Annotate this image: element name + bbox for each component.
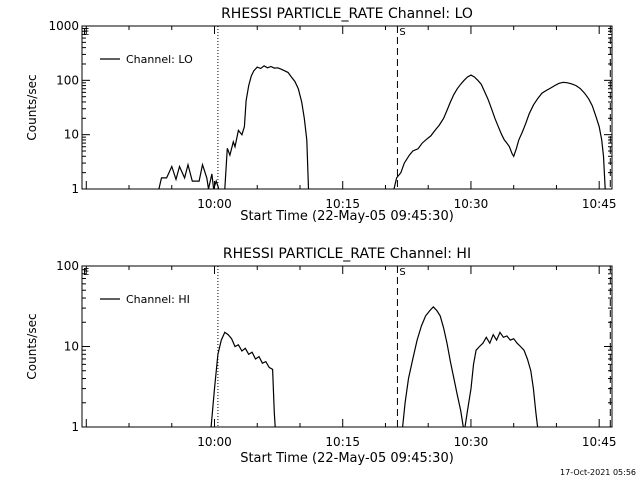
- y-tick-label: 1: [71, 420, 79, 434]
- y-tick-label: 1000: [48, 19, 79, 33]
- chart-title: RHESSI PARTICLE_RATE Channel: LO: [221, 6, 473, 22]
- y-axis-label: Counts/sec: [25, 313, 39, 379]
- x-tick-label: 10:45: [582, 435, 617, 449]
- legend-label: Channel: HI: [126, 293, 190, 306]
- series-line: [224, 65, 310, 190]
- y-tick-label: 10: [64, 340, 79, 354]
- y-tick-label: 100: [56, 73, 79, 87]
- x-tick-label: 10:45: [582, 197, 617, 211]
- event-marker-label: E: [83, 267, 89, 278]
- x-tick-label: 10:15: [325, 197, 360, 211]
- x-tick-label: 10:00: [197, 197, 232, 211]
- timestamp-label: 17-Oct-2021 05:56: [560, 468, 636, 477]
- plot-frame: [81, 265, 613, 428]
- chart-panel-1: RHESSI PARTICLE_RATE Channel: LO Start Ti…: [25, 6, 617, 224]
- x-axis-label: Start Time (22-May-05 09:45:30): [240, 451, 454, 466]
- x-tick-label: 10:30: [454, 197, 489, 211]
- event-marker-label: S: [399, 267, 405, 278]
- event-marker-label: E: [83, 27, 89, 38]
- x-axis-label: Start Time (22-May-05 09:45:30): [240, 209, 454, 224]
- chart-panel-2: RHESSI PARTICLE_RATE Channel: HI Start Ti…: [25, 246, 617, 466]
- x-tick-label: 10:15: [325, 435, 360, 449]
- y-tick-label: 10: [64, 128, 79, 142]
- series-line: [402, 306, 464, 428]
- y-tick-label: 1: [71, 182, 79, 196]
- series-line: [158, 162, 220, 190]
- legend-label: Channel: LO: [126, 53, 193, 66]
- y-axis-label: Counts/sec: [25, 74, 39, 140]
- event-marker-label: S: [399, 27, 405, 38]
- series-line: [210, 331, 276, 428]
- series-line: [393, 74, 606, 190]
- plot-frame: [81, 25, 613, 190]
- x-tick-label: 10:00: [197, 435, 232, 449]
- chart-title: RHESSI PARTICLE_RATE Channel: HI: [223, 246, 471, 262]
- y-tick-label: 100: [56, 259, 79, 273]
- x-tick-label: 10:30: [454, 435, 489, 449]
- series-line: [464, 331, 539, 428]
